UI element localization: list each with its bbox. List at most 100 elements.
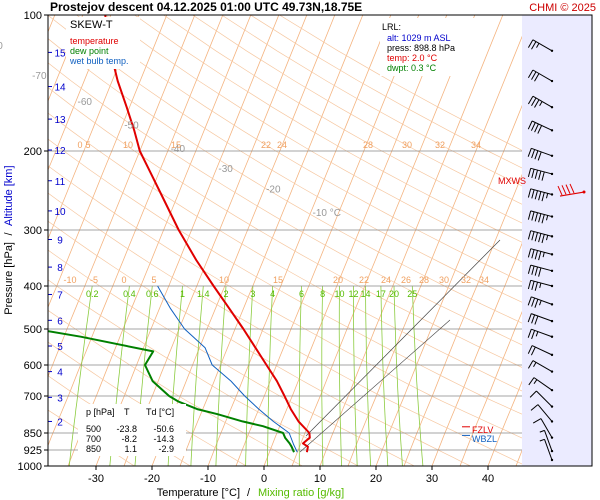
isotherm-label: -50	[124, 120, 139, 131]
dry-adiabat	[76, 15, 522, 283]
series-line-temperature	[104, 15, 311, 453]
y-tick-label: 1000	[18, 461, 42, 473]
wind-barb	[527, 39, 554, 52]
x-tick-label: -10	[200, 473, 216, 485]
isotherm-label: 34	[471, 140, 481, 150]
wind-barb	[527, 248, 554, 261]
x-tick-label: 0	[261, 473, 267, 485]
x-tick-label: 10	[314, 473, 326, 485]
table-cell: 500	[86, 424, 101, 434]
mxws-barb	[557, 183, 586, 197]
dry-adiabat	[48, 15, 522, 303]
series-line-wet-bulb-temp	[157, 285, 298, 453]
isotherm-label: 26	[401, 275, 411, 285]
isotherm-label: 24	[277, 140, 287, 150]
wind-barb	[527, 95, 554, 109]
isotherm-label: -5	[90, 275, 98, 285]
mixing-ratio-label: 1.4	[197, 289, 210, 299]
lrl-alt: alt: 1029 m ASL	[387, 33, 451, 43]
isotherm-label: -30	[218, 164, 233, 175]
isotherm-label: 22	[359, 275, 369, 285]
legend-temperature: temperature	[70, 36, 119, 46]
altitude-tick-label: 4	[57, 368, 63, 379]
isotherm-label: 30	[402, 140, 412, 150]
altitude-tick-label: 12	[54, 146, 66, 157]
legend-wetbulb: wet bulb temp.	[69, 56, 129, 66]
y-axis-title-altitude: Altitude [km]	[3, 165, 15, 226]
profile-series	[48, 15, 311, 453]
table-cell: -14.3	[153, 434, 174, 444]
wind-barb	[529, 390, 554, 408]
dry-adiabat	[105, 15, 522, 263]
mixing-ratio-label: 12	[348, 289, 358, 299]
y-axis-title-separator: /	[3, 232, 15, 236]
isotherm-line	[48, 15, 168, 309]
mixing-ratio-label: 4	[270, 289, 275, 299]
isotherm-label: 10	[123, 140, 133, 150]
x-tick-label: 20	[370, 473, 382, 485]
x-tick-label: -30	[88, 473, 104, 485]
wind-barb	[530, 404, 554, 423]
mixing-ratio-label: 2	[223, 289, 228, 299]
in-plot-labels: 0.20.40.611.423468101214172025-80-70-60-…	[0, 41, 489, 436]
wind-barb	[527, 360, 554, 373]
x-axis-title-mixing: Mixing ratio [g/kg]	[258, 487, 344, 499]
y-tick-label: 600	[24, 360, 42, 372]
copyright: CHMI © 2025	[529, 2, 596, 14]
y-tick-label: 850	[24, 428, 42, 440]
altitude-tick-label: 11	[55, 177, 66, 188]
table-header-td: Td [°C]	[146, 407, 174, 417]
wind-barb	[527, 230, 554, 244]
altitude-tick-label: 15	[54, 48, 66, 59]
wind-barb	[527, 69, 554, 83]
isotherm-label: -20	[266, 185, 281, 196]
isotherm-label: -60	[78, 97, 93, 108]
dry-adiabat	[134, 15, 522, 243]
lrl-press: press: 898.8 hPa	[387, 43, 455, 53]
isotherm-label: 34	[479, 275, 489, 285]
isotherm-label: 5	[85, 140, 90, 150]
wind-barb	[527, 167, 554, 181]
dry-adiabat	[48, 138, 522, 415]
wind-barb	[532, 418, 554, 439]
isotherm-label: -40	[171, 144, 186, 155]
x-tick-label: -20	[144, 473, 160, 485]
isotherm-label: -80	[0, 41, 3, 52]
y-axis-title: Pressure [hPa] / Altitude [km]	[3, 165, 15, 314]
altitude-tick-label: 7	[57, 291, 63, 302]
wind-barb	[527, 120, 554, 134]
y-tick-label: 300	[24, 225, 42, 237]
isotherm-label: 28	[363, 140, 373, 150]
wind-barb	[527, 147, 554, 161]
parcel-line	[299, 319, 451, 453]
x-tick-label: 40	[482, 473, 494, 485]
sounding-table: p [hPa] T Td [°C] 500 -23.8 -50.6 700 -8…	[78, 404, 186, 456]
dry-adiabat	[48, 62, 522, 346]
legend: SKEW-T temperature dew point wet bulb te…	[66, 17, 140, 69]
wbzl-label: WBZL	[472, 434, 497, 444]
axes: -30 -20 -10 0 10 20 30 401002003004005006007008…	[18, 10, 495, 485]
isotherm-label: 15	[171, 140, 181, 150]
wind-barbs	[527, 39, 586, 462]
wind-barb	[527, 296, 554, 308]
altitude-tick-label: 2	[57, 417, 63, 428]
altitude-tick-label: 14	[54, 83, 66, 94]
altitude-tick-label: 9	[57, 236, 63, 247]
isotherm-label: -70	[32, 71, 47, 82]
mixing-ratio-label: 25	[407, 289, 417, 299]
dry-adiabat	[48, 87, 522, 368]
series-line-dew-point	[48, 330, 295, 453]
isotherm-label: 0	[77, 140, 82, 150]
table-background	[78, 404, 186, 456]
legend-title: SKEW-T	[70, 19, 113, 31]
isotherm-label: 5	[151, 275, 156, 285]
altitude-tick-label: 3	[57, 393, 63, 404]
mixing-ratio-label: 0.2	[86, 289, 99, 299]
plot-area	[48, 15, 522, 466]
plot-frame	[47, 14, 593, 467]
isotherm-line	[48, 15, 196, 378]
wind-barb	[527, 328, 554, 340]
lrl-title: LRL:	[382, 22, 401, 32]
mixing-ratio-label: 6	[299, 289, 304, 299]
